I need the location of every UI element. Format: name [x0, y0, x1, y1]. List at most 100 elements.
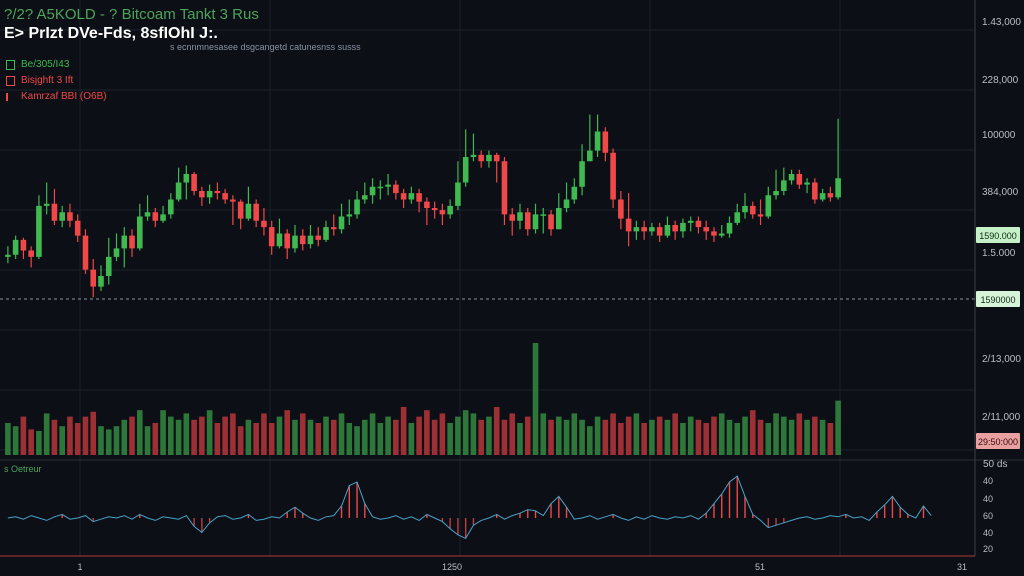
volume-bar	[152, 423, 159, 455]
volume-bar	[687, 416, 694, 455]
volume-bar	[680, 423, 686, 455]
volume-bar	[788, 419, 795, 455]
indicator-axis-top: 50 ds	[983, 459, 1007, 470]
candle-body	[338, 216, 345, 230]
candle-body	[400, 193, 407, 200]
time-axis-label: 31	[957, 562, 967, 572]
legend-item[interactable]: Bisjghft 3 Ift	[6, 75, 73, 86]
volume-bar	[726, 419, 733, 455]
candle-body	[237, 201, 244, 219]
candle-body	[641, 227, 647, 232]
volume-bar	[711, 416, 717, 455]
volume-bar	[323, 416, 329, 455]
candle-body	[501, 161, 508, 215]
candle-body	[711, 231, 717, 236]
volume-bar	[330, 419, 337, 455]
price-axis-label: 1.5.000	[982, 248, 1016, 259]
candle-body	[827, 193, 834, 198]
legend-swatch-icon	[6, 75, 15, 86]
volume-bar	[602, 419, 609, 455]
candle-body	[602, 131, 609, 153]
volume-bar	[43, 413, 50, 455]
time-axis-label: 51	[755, 562, 765, 572]
volume-tag-bg	[976, 433, 1020, 449]
volume-bar	[812, 416, 818, 455]
volume-bar	[501, 419, 508, 455]
volume-bar	[160, 410, 166, 455]
chart-subtitle: E> PrIzt DVe-Fds, 8sfIOhI J:.	[4, 25, 218, 42]
volume-bar	[199, 416, 205, 455]
time-axis-label: 1	[77, 562, 82, 572]
volume-bar	[462, 410, 469, 455]
candle-body	[191, 174, 197, 191]
candle-body	[98, 276, 104, 287]
volume-bar	[98, 426, 104, 455]
candle-body	[346, 214, 353, 217]
candle-body	[672, 225, 678, 232]
price-axis-label: 228,000	[982, 75, 1019, 86]
indicator-axis-label: 60	[983, 511, 993, 521]
candle-body	[703, 227, 710, 232]
volume-bars	[5, 343, 841, 455]
candle-body	[276, 233, 283, 247]
candle-body	[579, 161, 585, 187]
volume-bar	[28, 429, 34, 455]
candle-body	[571, 186, 578, 200]
candle-body	[28, 250, 34, 257]
volume-bar	[20, 416, 27, 455]
volume-bar	[183, 413, 190, 455]
volume-bar	[268, 423, 275, 455]
candle-body	[804, 182, 810, 185]
candle-body	[160, 214, 166, 221]
volume-bar	[307, 419, 314, 455]
volume-bar	[175, 419, 182, 455]
volume-bar	[672, 413, 678, 455]
time-axis-label: 1250	[442, 562, 462, 572]
volume-bar	[548, 419, 554, 455]
volume-bar	[540, 413, 547, 455]
candle-body	[230, 199, 236, 202]
candle-body	[67, 212, 73, 221]
volume-bar	[245, 419, 252, 455]
price-axis-label: 384,000	[982, 187, 1019, 198]
volume-bar	[439, 413, 446, 455]
volume-bar	[362, 419, 368, 455]
candle-body	[20, 239, 27, 251]
candle-body	[680, 222, 686, 232]
candle-body	[509, 214, 516, 221]
volume-bar	[524, 416, 531, 455]
candle-body	[447, 205, 453, 215]
volume-bar	[695, 419, 702, 455]
volume-bar	[408, 423, 415, 455]
candle-body	[718, 233, 725, 236]
price-tag-upper: 1590.000	[979, 231, 1017, 241]
volume-bar	[338, 413, 345, 455]
volume-bar	[610, 413, 616, 455]
legend-item[interactable]: Kamrzaf BBI (O6B)	[6, 91, 107, 102]
volume-bar	[59, 426, 65, 455]
candle-body	[812, 182, 818, 200]
candle-body	[773, 191, 779, 196]
volume-bar	[447, 423, 453, 455]
volume-bar	[664, 419, 671, 455]
candle-body	[385, 184, 391, 187]
candle-body	[90, 269, 97, 287]
volume-bar	[742, 416, 748, 455]
volume-bar	[276, 416, 283, 455]
indicator-axis-label: 40	[983, 494, 993, 504]
legend-label: Be/305/I43	[21, 59, 70, 70]
volume-bar	[532, 343, 539, 455]
candle-body	[695, 220, 702, 228]
candle-body	[330, 227, 337, 230]
legend-item[interactable]: Be/305/I43	[6, 59, 69, 70]
price-axis-label: 2/13,000	[982, 354, 1021, 365]
price-axis-label: 1.43,000	[982, 17, 1021, 28]
candle-body	[532, 214, 539, 230]
volume-bar	[346, 423, 353, 455]
candle-body	[214, 191, 221, 194]
volume-bar	[718, 413, 725, 455]
candle-body	[36, 205, 42, 257]
volume-bar	[261, 413, 267, 455]
